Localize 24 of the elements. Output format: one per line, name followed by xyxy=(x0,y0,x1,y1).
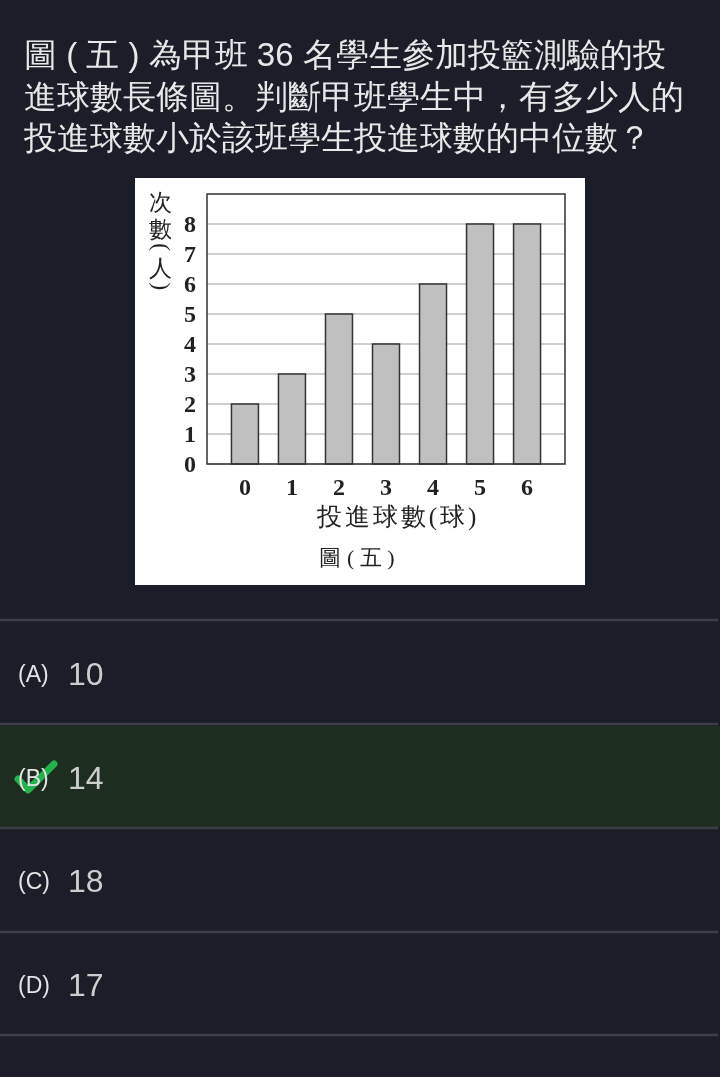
y-tick-label: 8 xyxy=(184,211,196,237)
x-tick-label: 4 xyxy=(427,474,440,500)
text: 圖 ( 五 ) xyxy=(319,544,395,570)
chart-title: 圖 ( 五 ) 為甲班 36 名學生參加投籃測驗的投進球數長條圖。判斷甲班學生中，有多少人的投進球數小於該班學生投進球數的中位數？ xyxy=(24,35,685,158)
x-tick-label: 1 xyxy=(285,474,298,500)
y-tick-label: 3 xyxy=(184,361,196,387)
y-tick-label: 2 xyxy=(184,391,196,417)
y-tick-label: 0 xyxy=(184,451,196,477)
x-tick-label: 6 xyxy=(521,474,534,500)
x-tick-label: 2 xyxy=(332,474,345,500)
y-tick-label: 6 xyxy=(184,271,196,297)
text: (A) 10 xyxy=(18,656,104,692)
y-axis-title: 次數(人) xyxy=(148,190,174,291)
y-tick-label: 5 xyxy=(184,301,196,327)
x-tick-label: 5 xyxy=(474,474,487,500)
x-axis-title: 投進球數(球) xyxy=(315,502,480,531)
text: (B) 14 xyxy=(18,760,104,796)
y-tick-label: 7 xyxy=(184,241,196,267)
y-tick-label: 1 xyxy=(184,421,196,447)
x-tick-label: 0 xyxy=(238,474,251,500)
y-tick-label: 4 xyxy=(184,331,196,357)
text: (C) 18 xyxy=(18,863,104,899)
text: (D) 17 xyxy=(18,967,104,1003)
x-tick-label: 3 xyxy=(380,474,392,500)
